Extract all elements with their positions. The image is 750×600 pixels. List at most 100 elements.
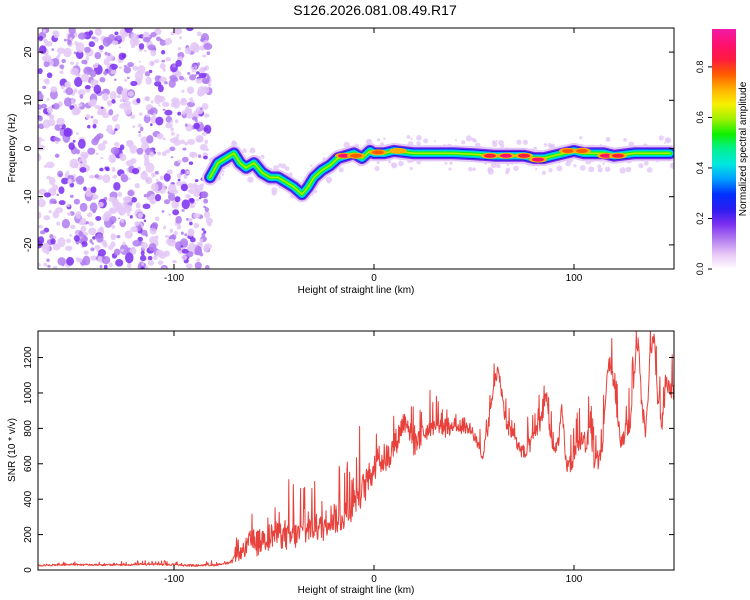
noise-speckle: [138, 60, 141, 63]
noise-speckle: [199, 66, 206, 74]
snr-background: [38, 331, 674, 570]
noise-speckle: [548, 168, 553, 173]
noise-speckle: [76, 62, 79, 66]
noise-speckle: [52, 103, 60, 110]
noise-speckle: [69, 234, 72, 237]
noise-speckle: [201, 228, 205, 231]
noise-speckle: [44, 40, 53, 47]
noise-speckle: [181, 156, 189, 163]
noise-speckle: [177, 159, 182, 164]
noise-speckle: [111, 115, 118, 122]
noise-speckle: [163, 250, 170, 257]
noise-speckle: [129, 144, 138, 154]
spectrogram-noise: [38, 28, 674, 269]
noise-speckle: [496, 163, 501, 169]
noise-speckle: [189, 221, 193, 226]
noise-speckle: [39, 197, 42, 200]
noise-speckle: [172, 63, 177, 68]
noise-speckle: [125, 252, 134, 264]
noise-speckle: [102, 213, 111, 222]
noise-speckle: [63, 127, 72, 138]
noise-speckle: [181, 248, 189, 254]
noise-speckle: [189, 203, 196, 209]
colorbar-label: Normalized spectral amplitude: [738, 81, 749, 216]
noise-speckle: [56, 137, 61, 142]
noise-speckle: [199, 107, 203, 110]
noise-speckle: [199, 238, 203, 242]
noise-speckle: [127, 177, 131, 180]
snr-xlabel: Height of straight line (km): [298, 585, 415, 596]
noise-speckle: [506, 163, 510, 167]
noise-speckle: [449, 161, 453, 165]
noise-speckle: [65, 87, 74, 96]
noise-speckle: [247, 176, 254, 183]
noise-speckle: [91, 138, 99, 146]
y-tick-label: 1200: [23, 346, 34, 369]
noise-speckle: [181, 89, 185, 93]
noise-speckle: [164, 81, 168, 85]
noise-speckle: [48, 210, 52, 214]
noise-speckle: [144, 49, 147, 52]
noise-speckle: [93, 84, 102, 94]
noise-speckle: [116, 235, 121, 239]
noise-speckle: [57, 257, 66, 266]
noise-speckle: [165, 57, 171, 62]
noise-speckle: [157, 260, 164, 266]
noise-speckle: [81, 241, 88, 247]
noise-speckle: [88, 227, 97, 236]
noise-speckle: [67, 212, 72, 216]
noise-speckle: [170, 120, 174, 124]
noise-speckle: [72, 139, 76, 143]
noise-speckle: [162, 68, 166, 72]
noise-speckle: [110, 241, 116, 248]
noise-speckle: [602, 162, 605, 165]
noise-speckle: [46, 72, 53, 79]
noise-speckle: [203, 230, 207, 234]
x-tick-label: 100: [566, 273, 583, 284]
noise-speckle: [42, 85, 47, 89]
noise-speckle: [390, 162, 396, 168]
noise-speckle: [59, 64, 65, 69]
noise-speckle: [177, 47, 182, 51]
noise-speckle: [120, 219, 125, 223]
noise-speckle: [155, 116, 164, 126]
noise-speckle: [205, 264, 210, 269]
noise-speckle: [204, 210, 211, 219]
noise-speckle: [113, 182, 121, 191]
noise-speckle: [664, 137, 670, 143]
noise-speckle: [198, 72, 207, 79]
colorbar-tick-label: 0.2: [695, 212, 705, 225]
noise-speckle: [165, 43, 169, 46]
noise-speckle: [77, 89, 86, 96]
noise-speckle: [169, 146, 176, 152]
noise-speckle: [79, 217, 87, 226]
noise-speckle: [88, 30, 94, 36]
noise-speckle: [387, 159, 392, 164]
noise-speckle: [117, 191, 123, 197]
noise-speckle: [127, 91, 134, 97]
noise-speckle: [110, 233, 117, 241]
noise-speckle: [150, 48, 157, 57]
noise-speckle: [138, 130, 142, 134]
y-tick-label: 0: [23, 567, 34, 573]
noise-speckle: [149, 226, 157, 235]
ridge-hotspot: [576, 148, 588, 153]
noise-speckle: [168, 192, 176, 202]
noise-speckle: [174, 196, 181, 203]
noise-speckle: [194, 118, 198, 122]
y-tick-label: 400: [23, 490, 34, 507]
noise-speckle: [116, 35, 122, 41]
noise-speckle: [85, 56, 90, 61]
noise-speckle: [112, 201, 119, 207]
noise-speckle: [143, 219, 147, 223]
noise-speckle: [38, 188, 47, 196]
noise-speckle: [48, 114, 55, 120]
noise-speckle: [114, 128, 118, 132]
noise-speckle: [203, 244, 210, 253]
noise-speckle: [38, 110, 41, 115]
noise-speckle: [89, 174, 95, 179]
noise-speckle: [38, 35, 44, 41]
noise-speckle: [91, 197, 96, 201]
noise-speckle: [94, 174, 100, 179]
